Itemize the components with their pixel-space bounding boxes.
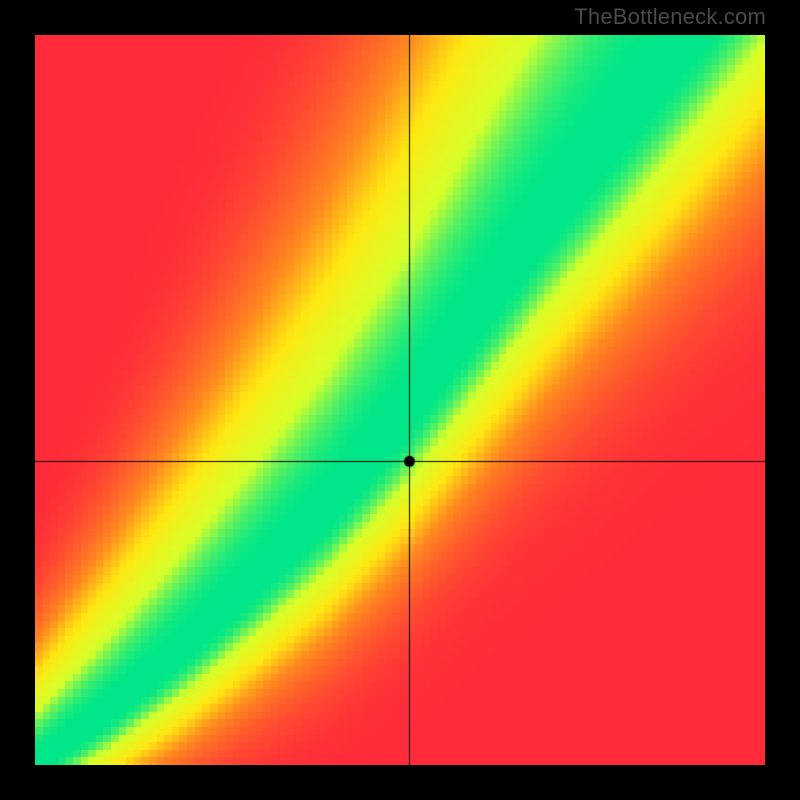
crosshair-overlay [35,35,765,765]
figure-container: TheBottleneck.com [0,0,800,800]
watermark-text: TheBottleneck.com [574,4,766,30]
